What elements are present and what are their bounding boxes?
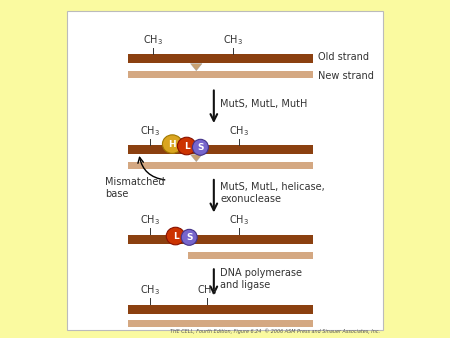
Ellipse shape — [193, 139, 208, 155]
Ellipse shape — [166, 227, 185, 245]
Text: L: L — [173, 232, 178, 241]
Ellipse shape — [162, 135, 182, 153]
Bar — [128, 320, 313, 327]
Bar — [128, 162, 313, 169]
Text: L: L — [184, 142, 189, 150]
Bar — [128, 305, 313, 314]
Text: H: H — [168, 140, 176, 149]
Text: CH$_3$: CH$_3$ — [140, 213, 160, 227]
Bar — [128, 235, 313, 244]
Bar — [128, 54, 313, 63]
Text: Mismatched
base: Mismatched base — [105, 177, 165, 199]
Bar — [128, 145, 313, 154]
Text: MutS, MutL, MutH: MutS, MutL, MutH — [220, 99, 308, 108]
Text: Old strand: Old strand — [318, 52, 369, 62]
Bar — [128, 71, 313, 78]
Text: CH$_3$: CH$_3$ — [140, 284, 160, 297]
Text: CH$_3$: CH$_3$ — [198, 284, 217, 297]
Text: CH$_3$: CH$_3$ — [143, 33, 163, 47]
Text: CH$_3$: CH$_3$ — [223, 33, 243, 47]
Polygon shape — [190, 64, 202, 71]
Text: DNA polymerase
and ligase: DNA polymerase and ligase — [220, 268, 302, 290]
FancyBboxPatch shape — [67, 11, 383, 330]
Text: CH$_3$: CH$_3$ — [230, 213, 249, 227]
Text: THE CELL, Fourth Edition, Figure 6.24  © 2006 ASM Press and Sinauer Associates, : THE CELL, Fourth Edition, Figure 6.24 © … — [170, 329, 380, 334]
Text: New strand: New strand — [318, 71, 374, 81]
Ellipse shape — [177, 137, 196, 155]
Ellipse shape — [181, 230, 197, 245]
Bar — [188, 252, 313, 259]
Text: CH$_3$: CH$_3$ — [140, 124, 160, 138]
Text: S: S — [197, 143, 204, 152]
Text: CH$_3$: CH$_3$ — [230, 124, 249, 138]
Text: S: S — [186, 233, 193, 242]
Polygon shape — [190, 154, 202, 162]
Text: MutS, MutL, helicase,
exonuclease: MutS, MutL, helicase, exonuclease — [220, 182, 325, 204]
